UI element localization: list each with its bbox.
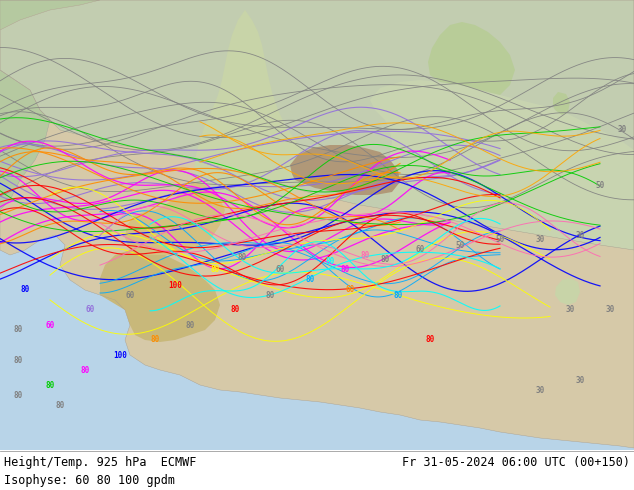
Text: 60: 60 (346, 286, 354, 294)
Polygon shape (100, 250, 220, 342)
Text: 30: 30 (576, 375, 585, 385)
Text: 30: 30 (566, 305, 574, 315)
Text: 80: 80 (237, 253, 247, 263)
Polygon shape (194, 10, 310, 200)
Text: 80: 80 (230, 305, 240, 315)
Polygon shape (0, 0, 100, 210)
Text: 80: 80 (210, 266, 219, 274)
Polygon shape (553, 92, 570, 115)
Text: 80: 80 (55, 400, 65, 410)
Text: 30: 30 (535, 386, 545, 394)
Text: 80: 80 (393, 291, 403, 299)
Polygon shape (555, 278, 580, 305)
Text: 80: 80 (150, 336, 160, 344)
Text: 50: 50 (455, 241, 465, 249)
Polygon shape (125, 182, 225, 255)
Text: 60: 60 (86, 305, 94, 315)
Text: 50: 50 (595, 180, 605, 190)
Text: Height/Temp. 925 hPa  ECMWF: Height/Temp. 925 hPa ECMWF (4, 456, 197, 468)
Text: 80: 80 (340, 266, 349, 274)
Text: 80: 80 (13, 391, 23, 399)
Text: 30: 30 (576, 230, 585, 240)
Text: 80: 80 (380, 255, 390, 265)
Text: 80: 80 (81, 366, 89, 374)
Text: 80: 80 (266, 291, 275, 299)
Text: 80: 80 (360, 250, 370, 260)
Text: 80: 80 (185, 320, 195, 329)
Text: 80: 80 (20, 286, 30, 294)
Polygon shape (428, 22, 515, 95)
Text: Fr 31-05-2024 06:00 UTC (00+150): Fr 31-05-2024 06:00 UTC (00+150) (402, 456, 630, 468)
Text: Isophyse: 60 80 100 gpdm: Isophyse: 60 80 100 gpdm (4, 473, 175, 487)
Text: 60: 60 (46, 320, 55, 329)
Text: 80: 80 (46, 381, 55, 390)
Text: 80: 80 (13, 325, 23, 335)
Polygon shape (370, 80, 634, 250)
Text: 100: 100 (168, 280, 182, 290)
Polygon shape (0, 0, 634, 448)
Text: 80: 80 (325, 258, 335, 267)
Polygon shape (0, 0, 634, 250)
Text: 30: 30 (535, 236, 545, 245)
Text: 30: 30 (605, 305, 614, 315)
Text: 60: 60 (126, 291, 134, 299)
Text: 100: 100 (113, 350, 127, 360)
Text: 80: 80 (13, 356, 23, 365)
Text: 60: 60 (415, 245, 425, 254)
Text: 80: 80 (306, 275, 314, 285)
Text: 60: 60 (275, 266, 285, 274)
Text: 80: 80 (425, 336, 435, 344)
Text: 30: 30 (618, 125, 626, 134)
Polygon shape (290, 145, 400, 195)
Text: 50: 50 (495, 236, 505, 245)
